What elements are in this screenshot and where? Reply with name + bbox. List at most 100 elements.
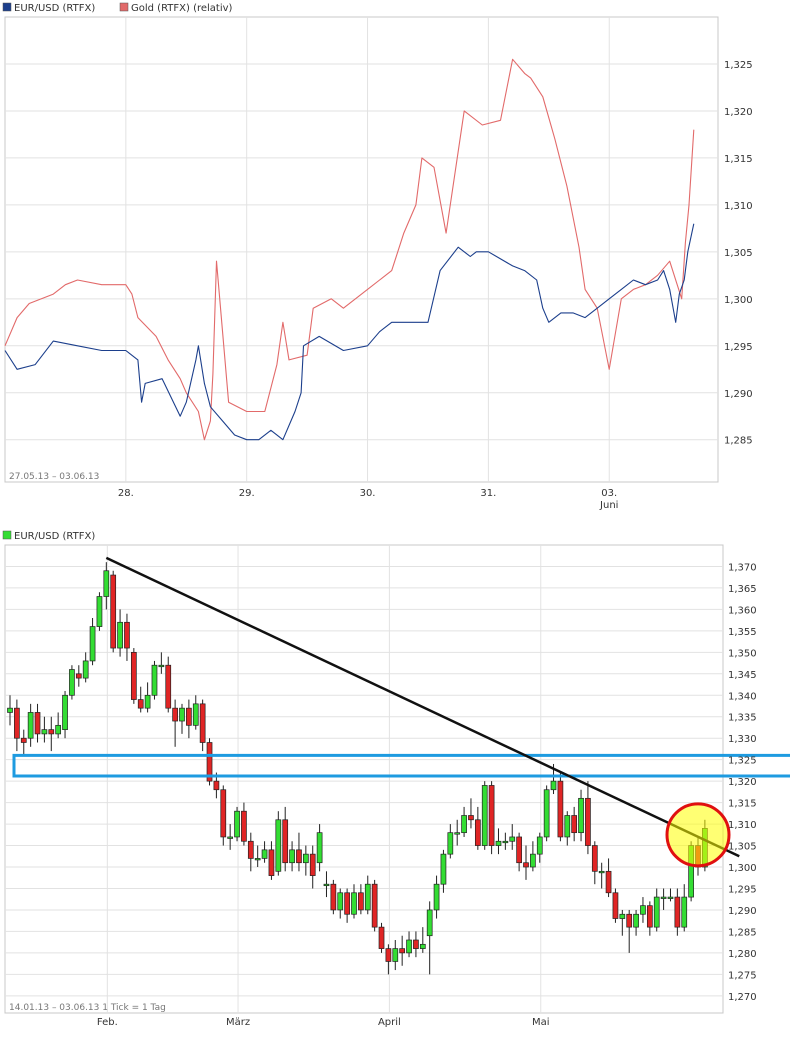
candle-body <box>55 724 62 735</box>
candle-body <box>619 913 626 919</box>
candle-body <box>14 707 20 739</box>
bottom-y-tick-label: 1,365 <box>728 584 757 595</box>
bottom-x-tick-label: April <box>378 1017 401 1028</box>
candle <box>640 897 646 923</box>
candle <box>186 699 192 739</box>
candle <box>646 901 653 936</box>
candle-body <box>502 840 509 844</box>
top-legend-swatch <box>2 2 12 12</box>
candle <box>433 875 440 919</box>
candle <box>179 703 185 734</box>
candle-body <box>48 729 55 735</box>
candle <box>34 703 41 743</box>
candle <box>364 875 371 915</box>
candle-body <box>130 651 137 700</box>
candle-body <box>69 669 75 696</box>
candle-body <box>330 883 337 911</box>
top-x-tick-label: 28. <box>118 488 134 499</box>
candle <box>165 656 172 713</box>
candle-body <box>433 883 440 911</box>
candle <box>440 849 447 893</box>
candle <box>144 682 151 713</box>
top-x-sublabel: Juni <box>599 500 618 511</box>
top-y-tick-label: 1,325 <box>724 60 753 71</box>
candle <box>399 935 406 966</box>
candle-body <box>206 742 213 782</box>
bottom-y-tick-label: 1,315 <box>728 799 757 810</box>
candle-body <box>158 664 165 668</box>
candle-body <box>179 707 185 722</box>
top-y-tick-label: 1,290 <box>724 389 753 400</box>
candle <box>344 888 350 923</box>
candle <box>14 699 20 752</box>
candle <box>89 617 96 666</box>
candle <box>337 888 344 919</box>
bottom-y-tick-label: 1,360 <box>728 605 757 616</box>
candle-body <box>268 849 275 876</box>
bottom-y-tick-label: 1,325 <box>728 756 757 767</box>
top-x-tick-label: 29. <box>239 488 255 499</box>
bottom-y-tick-label: 1,350 <box>728 648 757 659</box>
candle <box>591 841 598 885</box>
candle-body <box>220 789 227 838</box>
candle <box>530 841 536 872</box>
candle <box>282 806 289 872</box>
candle-body <box>426 909 433 937</box>
bottom-grid <box>5 545 723 1013</box>
candle <box>516 832 522 872</box>
candle <box>674 888 681 936</box>
candle <box>509 824 516 850</box>
candle <box>371 879 378 932</box>
candle-body <box>440 853 447 885</box>
candle <box>261 841 268 863</box>
candle-body <box>633 913 639 928</box>
candle-body <box>254 858 261 861</box>
candle-body <box>241 810 247 842</box>
candle-body <box>557 780 564 838</box>
bottom-x-tick-label: Feb. <box>97 1017 118 1028</box>
candle <box>296 832 302 872</box>
candle-body <box>213 780 220 791</box>
candle <box>474 806 481 850</box>
candle-body <box>578 797 584 834</box>
top-grid <box>5 17 718 482</box>
candle-body <box>62 694 68 730</box>
candle <box>323 871 330 898</box>
candle-body <box>7 707 13 713</box>
candle-body <box>186 707 192 726</box>
candle <box>330 879 337 915</box>
top-plot-area <box>4 16 719 483</box>
candle-body <box>605 870 612 894</box>
candle <box>220 785 227 846</box>
candle <box>585 781 591 855</box>
top-y-tick-labels: 1,285 1,290 1,295 1,300 1,305 1,310 1,315 1,320… <box>724 60 753 447</box>
candle-body <box>110 574 117 649</box>
candle-body <box>192 703 199 726</box>
bottom-x-tick-label: Mai <box>532 1017 550 1028</box>
bottom-y-tick-label: 1,305 <box>728 842 757 853</box>
candle-body <box>640 905 646 915</box>
candle-body <box>289 849 295 864</box>
bottom-y-tick-label: 1,330 <box>728 734 757 745</box>
candle-body <box>653 896 660 928</box>
candle-body <box>385 948 392 962</box>
eurusd-line <box>4 223 695 441</box>
candle <box>309 845 316 889</box>
candle <box>626 909 633 953</box>
candle-body <box>516 836 522 864</box>
candle-body <box>488 785 495 846</box>
candle <box>20 729 27 756</box>
bottom-y-tick-label: 1,290 <box>728 906 757 917</box>
candle-body <box>399 948 406 954</box>
candle <box>419 927 426 953</box>
candle <box>351 884 357 919</box>
candle-body <box>96 596 103 627</box>
bottom-y-tick-label: 1,310 <box>728 820 757 831</box>
candle <box>241 802 247 846</box>
candle <box>130 648 137 704</box>
candle <box>571 806 578 842</box>
candle-body <box>371 883 378 928</box>
candle-body <box>351 892 357 915</box>
candle-body <box>247 840 254 859</box>
